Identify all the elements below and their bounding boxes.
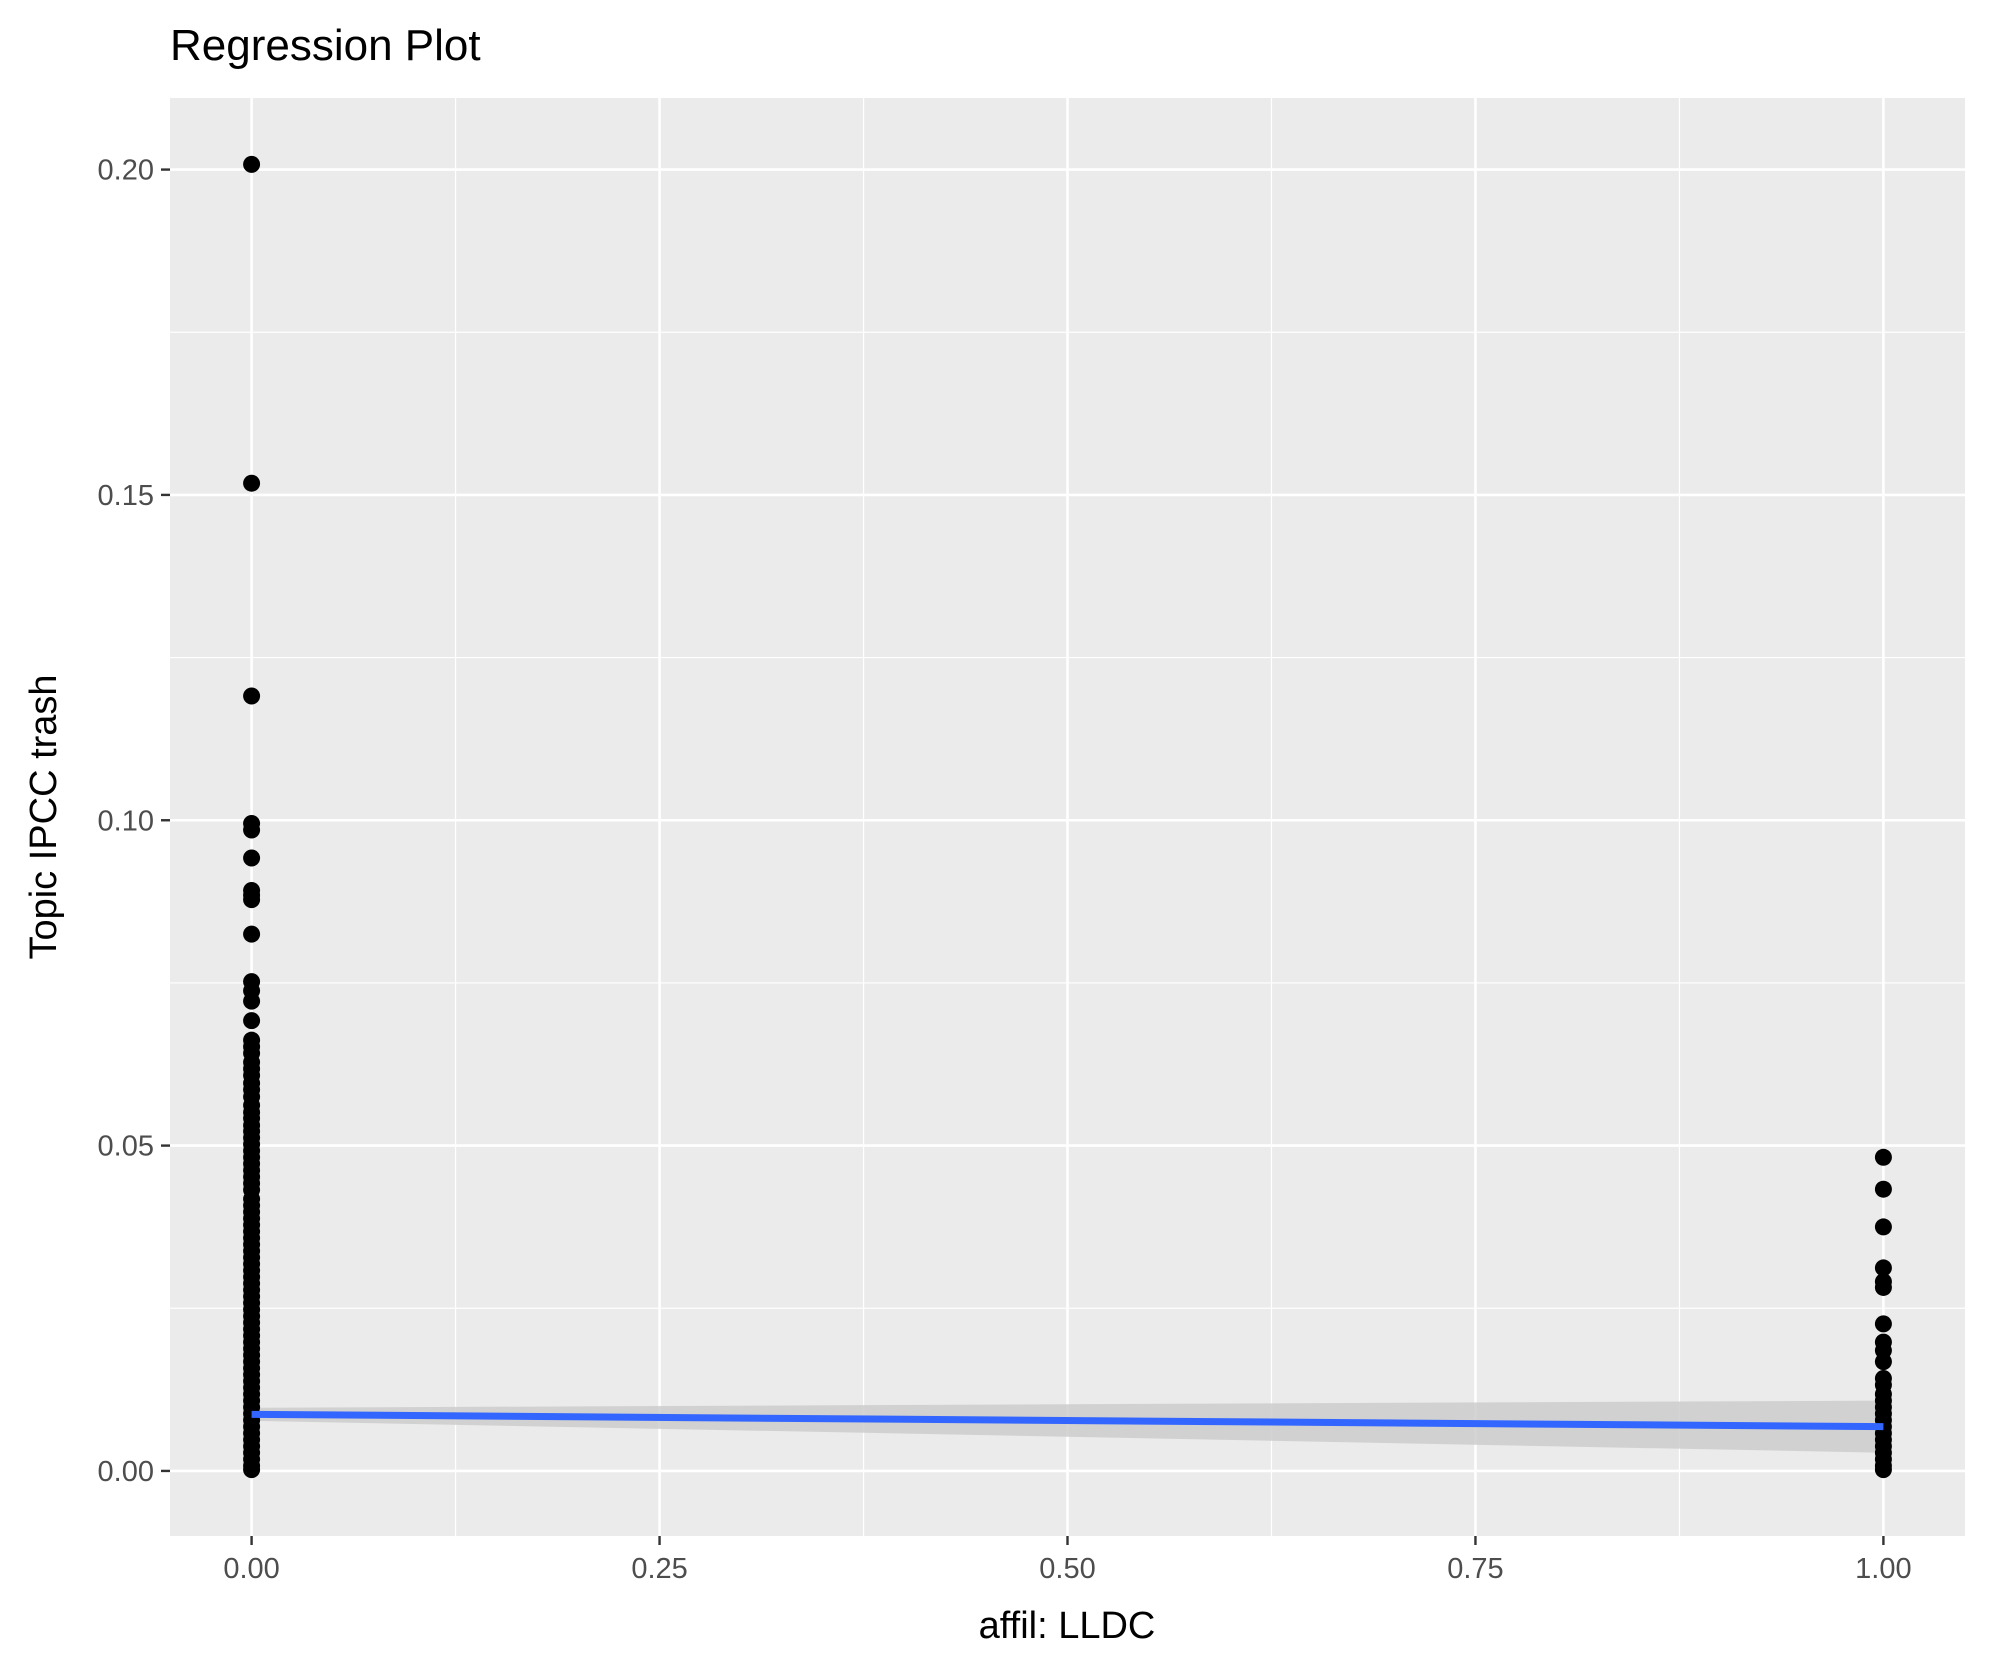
data-point: [243, 687, 261, 705]
data-point: [243, 1461, 261, 1479]
data-point: [243, 849, 261, 867]
data-point: [243, 155, 261, 173]
x-tick-label: 0.25: [631, 1553, 687, 1585]
data-point: [243, 925, 261, 943]
y-tick-label: 0.20: [98, 155, 154, 187]
data-point: [243, 992, 261, 1010]
major-gridlines: [170, 98, 1965, 1536]
x-tick-label: 0.75: [1447, 1553, 1503, 1585]
x-tick-label: 1.00: [1855, 1553, 1911, 1585]
y-axis: 0.00 0.05 0.10 0.15 0.20: [98, 155, 170, 1488]
data-point: [243, 821, 261, 839]
regression-line-group: [251, 1410, 1884, 1431]
data-point: [1874, 1461, 1892, 1479]
data-point: [1874, 1278, 1892, 1296]
data-point: [243, 1012, 261, 1030]
x-axis: 0.00 0.25 0.50 0.75 1.00: [223, 1536, 1912, 1585]
x-tick-label: 0.00: [223, 1553, 279, 1585]
x-tick-label: 0.50: [1039, 1553, 1095, 1585]
data-points: [243, 155, 1892, 1479]
x-axis-title: affil: LLDC: [979, 1605, 1156, 1647]
confidence-band: [251, 1400, 1884, 1453]
y-tick-label: 0.10: [98, 805, 154, 837]
chart-title: Regression Plot: [170, 21, 481, 70]
data-point: [243, 474, 261, 492]
y-tick-label: 0.05: [98, 1131, 154, 1163]
data-point: [1874, 1259, 1892, 1277]
data-point: [243, 891, 261, 909]
y-tick-label: 0.00: [98, 1456, 154, 1488]
y-tick-label: 0.15: [98, 480, 154, 512]
data-point: [1874, 1148, 1892, 1166]
confidence-band-area: [251, 1400, 1884, 1453]
data-point: [1874, 1180, 1892, 1198]
data-point: [1874, 1315, 1892, 1333]
regression-line: [251, 1410, 1884, 1431]
data-point: [1874, 1353, 1892, 1371]
data-point: [1874, 1218, 1892, 1236]
y-axis-title: Topic IPCC trash: [23, 674, 65, 959]
